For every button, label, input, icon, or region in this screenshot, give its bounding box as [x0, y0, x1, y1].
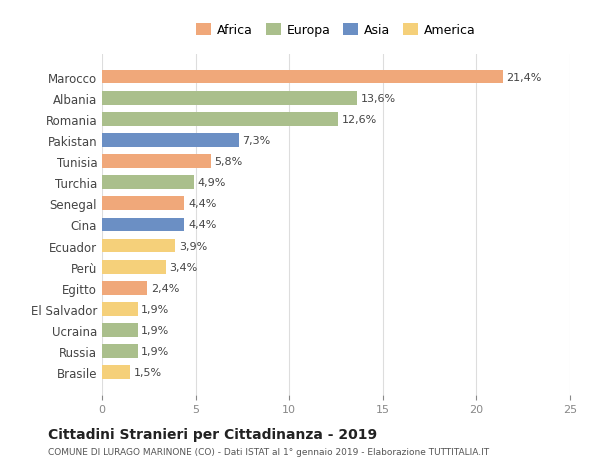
Text: 12,6%: 12,6%	[341, 115, 377, 124]
Bar	[102, 134, 239, 147]
Legend: Africa, Europa, Asia, America: Africa, Europa, Asia, America	[192, 21, 480, 41]
Text: 4,4%: 4,4%	[188, 220, 217, 230]
Bar	[102, 324, 137, 337]
Bar	[102, 176, 194, 190]
Bar	[102, 71, 503, 84]
Bar	[102, 366, 130, 379]
Text: COMUNE DI LURAGO MARINONE (CO) - Dati ISTAT al 1° gennaio 2019 - Elaborazione TU: COMUNE DI LURAGO MARINONE (CO) - Dati IS…	[48, 448, 489, 457]
Text: 4,4%: 4,4%	[188, 199, 217, 209]
Bar	[102, 112, 338, 126]
Text: 3,4%: 3,4%	[169, 262, 197, 272]
Bar	[102, 197, 184, 211]
Text: 4,9%: 4,9%	[197, 178, 226, 188]
Bar	[102, 302, 137, 316]
Bar	[102, 345, 137, 358]
Bar	[102, 155, 211, 168]
Text: Cittadini Stranieri per Cittadinanza - 2019: Cittadini Stranieri per Cittadinanza - 2…	[48, 427, 377, 441]
Text: 3,9%: 3,9%	[179, 241, 207, 251]
Text: 21,4%: 21,4%	[506, 73, 542, 82]
Text: 5,8%: 5,8%	[214, 157, 242, 167]
Bar	[102, 239, 175, 253]
Text: 1,9%: 1,9%	[142, 304, 170, 314]
Bar	[102, 260, 166, 274]
Text: 2,4%: 2,4%	[151, 283, 179, 293]
Bar	[102, 218, 184, 232]
Bar	[102, 92, 356, 105]
Text: 13,6%: 13,6%	[361, 94, 395, 103]
Text: 1,5%: 1,5%	[134, 368, 162, 377]
Bar	[102, 281, 147, 295]
Text: 7,3%: 7,3%	[242, 135, 271, 146]
Text: 1,9%: 1,9%	[142, 325, 170, 335]
Text: 1,9%: 1,9%	[142, 347, 170, 356]
